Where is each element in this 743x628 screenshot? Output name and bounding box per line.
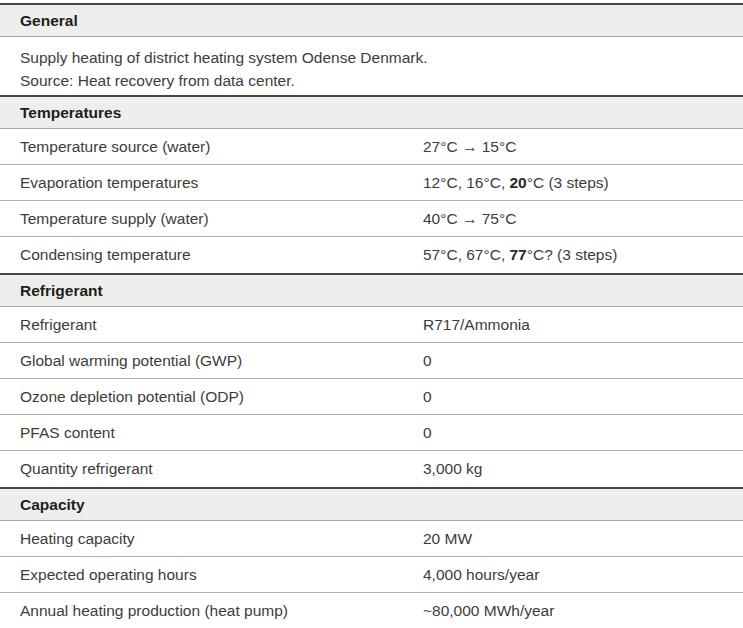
table-row: Annual heating production (heat pump) ~8… (0, 593, 743, 628)
value-text: 0 (423, 388, 432, 405)
description-line: Supply heating of district heating syste… (20, 46, 723, 69)
table-row: Temperature supply (water) 40°C → 75°C (0, 201, 743, 237)
section-header-refrigerant: Refrigerant (0, 273, 743, 307)
table-row: Temperature source (water) 27°C → 15°C (0, 129, 743, 165)
table-row: Expected operating hours 4,000 hours/yea… (0, 557, 743, 593)
table-row: Heating capacity 20 MW (0, 521, 743, 557)
row-label: Quantity refrigerant (20, 460, 423, 478)
value-text: R717/Ammonia (423, 316, 530, 333)
value-text: °C (3 steps) (527, 174, 609, 191)
spec-sheet: General Supply heating of district heati… (0, 0, 743, 628)
value-text: 12°C, 16°C, (423, 174, 510, 191)
row-value: R717/Ammonia (423, 316, 743, 334)
section-header-temperatures: Temperatures (0, 95, 743, 129)
row-value: 4,000 hours/year (423, 566, 743, 584)
table-row: Global warming potential (GWP) 0 (0, 343, 743, 379)
row-label: Temperature supply (water) (20, 210, 423, 228)
value-text: 0 (423, 424, 432, 441)
row-value: 0 (423, 352, 743, 370)
section-header-capacity: Capacity (0, 487, 743, 521)
row-value: ~80,000 MWh/year (423, 602, 743, 620)
section-title: General (20, 12, 78, 30)
row-label: Evaporation temperatures (20, 174, 423, 192)
refrigerant-rows: Refrigerant R717/Ammonia Global warming … (0, 307, 743, 487)
table-row: Quantity refrigerant 3,000 kg (0, 451, 743, 487)
row-label: Annual heating production (heat pump) (20, 602, 423, 620)
row-label: Heating capacity (20, 530, 423, 548)
table-row: Refrigerant R717/Ammonia (0, 307, 743, 343)
table-row: Evaporation temperatures 12°C, 16°C, 20°… (0, 165, 743, 201)
section-title: Refrigerant (20, 282, 103, 300)
value-text: 3,000 kg (423, 460, 482, 477)
value-text: 27°C → 15°C (423, 138, 516, 155)
row-label: Global warming potential (GWP) (20, 352, 423, 370)
row-value: 12°C, 16°C, 20°C (3 steps) (423, 174, 743, 192)
row-label: Condensing temperature (20, 246, 423, 264)
section-header-general: General (0, 3, 743, 37)
table-row: PFAS content 0 (0, 415, 743, 451)
row-value: 20 MW (423, 530, 743, 548)
row-label: Refrigerant (20, 316, 423, 334)
row-label: Expected operating hours (20, 566, 423, 584)
value-text-bold: 77 (510, 246, 527, 263)
value-text: 4,000 hours/year (423, 566, 539, 583)
row-value: 0 (423, 424, 743, 442)
table-row: Ozone depletion potential (ODP) 0 (0, 379, 743, 415)
row-value: 3,000 kg (423, 460, 743, 478)
row-label: PFAS content (20, 424, 423, 442)
table-row: Condensing temperature 57°C, 67°C, 77°C?… (0, 237, 743, 273)
row-value: 40°C → 75°C (423, 210, 743, 228)
row-label: Temperature source (water) (20, 138, 423, 156)
row-value: 57°C, 67°C, 77°C? (3 steps) (423, 246, 743, 264)
value-text: 40°C → 75°C (423, 210, 516, 227)
value-text: 20 MW (423, 530, 472, 547)
description-line: Source: Heat recovery from data center. (20, 69, 723, 92)
value-text: °C? (3 steps) (527, 246, 618, 263)
section-title: Temperatures (20, 104, 121, 122)
capacity-rows: Heating capacity 20 MW Expected operatin… (0, 521, 743, 628)
value-text: ~80,000 MWh/year (423, 602, 554, 619)
temperatures-rows: Temperature source (water) 27°C → 15°C E… (0, 129, 743, 273)
value-text: 57°C, 67°C, (423, 246, 510, 263)
section-title: Capacity (20, 496, 85, 514)
row-value: 27°C → 15°C (423, 138, 743, 156)
value-text-bold: 20 (510, 174, 527, 191)
row-label: Ozone depletion potential (ODP) (20, 388, 423, 406)
general-description: Supply heating of district heating syste… (0, 37, 743, 95)
value-text: 0 (423, 352, 432, 369)
row-value: 0 (423, 388, 743, 406)
